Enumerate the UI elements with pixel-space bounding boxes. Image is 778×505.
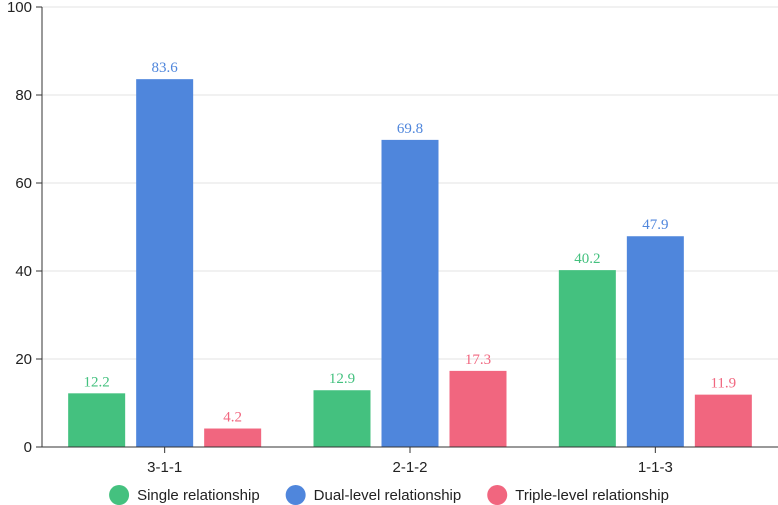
bars xyxy=(68,79,752,447)
data-label: 12.2 xyxy=(84,374,110,390)
bar-single-relationship-2-1-2 xyxy=(313,390,371,447)
bar-dual-level-relationship-3-1-1 xyxy=(136,79,194,447)
x-axis-ticks: 3-1-1 2-1-2 1-1-3 xyxy=(147,447,673,476)
legend-swatch xyxy=(285,485,306,505)
y-axis-ticks: 0 20 40 60 80 100 xyxy=(7,0,42,456)
bar-single-relationship-1-1-3 xyxy=(558,270,616,447)
data-label: 47.9 xyxy=(642,217,668,233)
data-label: 4.2 xyxy=(223,410,242,426)
bar-triple-level-relationship-2-1-2 xyxy=(449,370,507,447)
data-label: 69.8 xyxy=(397,121,423,137)
data-label: 11.9 xyxy=(710,376,736,392)
y-tick-label: 100 xyxy=(7,0,32,16)
y-tick-label: 20 xyxy=(15,351,32,368)
x-tick-label: 1-1-3 xyxy=(638,459,673,476)
legend-label: Triple-level relationship xyxy=(515,487,669,504)
legend-item: Dual-level relationship xyxy=(285,485,462,505)
data-label: 83.6 xyxy=(152,60,179,76)
bar-dual-level-relationship-2-1-2 xyxy=(381,139,439,447)
legend-item: Triple-level relationship xyxy=(487,485,669,505)
x-tick-label: 3-1-1 xyxy=(147,459,182,476)
data-label: 40.2 xyxy=(574,251,600,267)
bar-triple-level-relationship-3-1-1 xyxy=(204,428,262,447)
bar-single-relationship-3-1-1 xyxy=(68,393,126,447)
x-tick-label: 2-1-2 xyxy=(392,459,427,476)
y-tick-label: 0 xyxy=(24,439,32,456)
y-tick-label: 60 xyxy=(15,175,32,192)
legend-swatch xyxy=(487,485,508,505)
bar-triple-level-relationship-1-1-3 xyxy=(694,394,752,447)
bar-dual-level-relationship-1-1-3 xyxy=(626,236,684,447)
y-tick-label: 80 xyxy=(15,87,32,104)
legend-label: Single relationship xyxy=(137,487,260,504)
legend: Single relationship Dual-level relationsh… xyxy=(109,485,669,505)
legend-swatch xyxy=(109,485,130,505)
y-tick-label: 40 xyxy=(15,263,32,280)
data-label: 17.3 xyxy=(465,352,491,368)
data-label: 12.9 xyxy=(329,371,355,387)
legend-item: Single relationship xyxy=(109,485,260,505)
legend-label: Dual-level relationship xyxy=(314,487,462,504)
data-labels: 12.2 83.6 4.2 12.9 69.8 17.3 40.2 47.9 11.9 xyxy=(84,60,737,425)
